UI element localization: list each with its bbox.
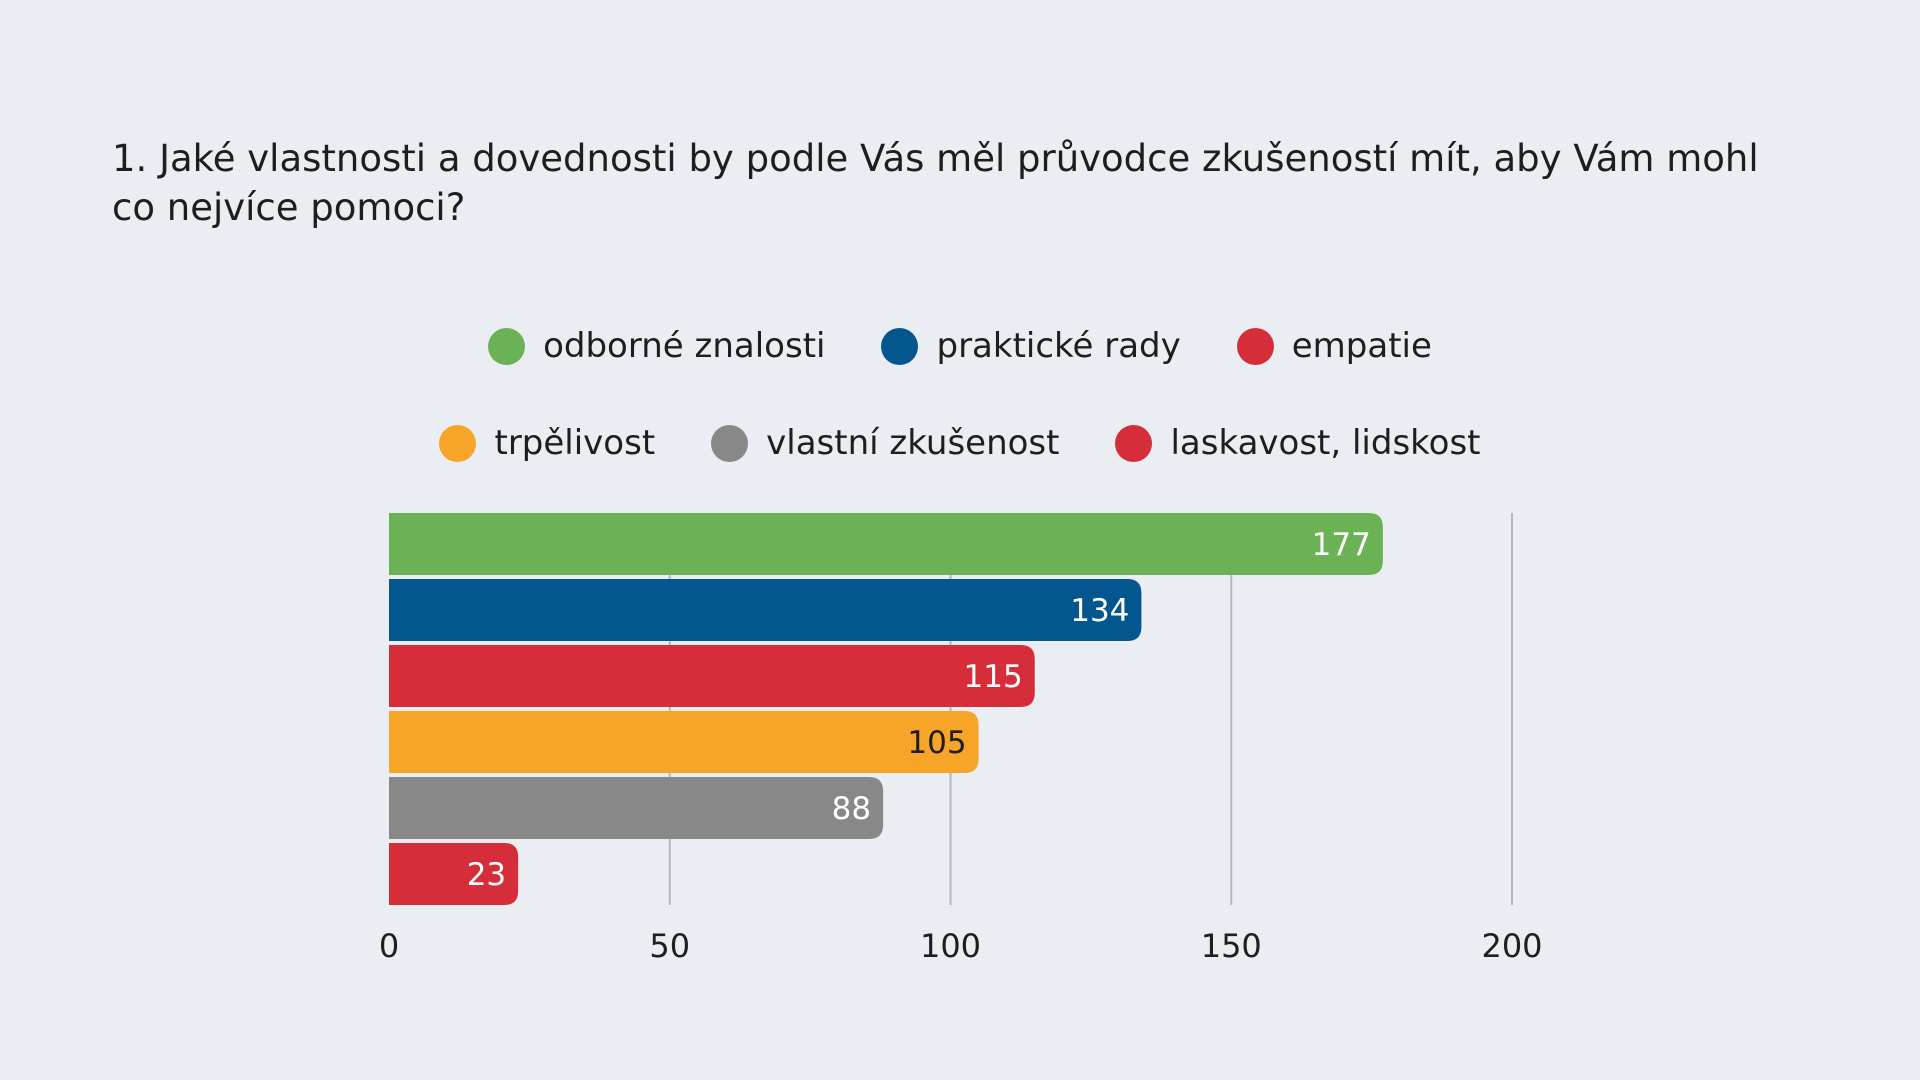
legend-item-empatie: empatie [1236, 322, 1432, 370]
legend-label: odborné znalosti [543, 326, 826, 366]
legend-swatch [881, 327, 919, 365]
legend-item-prakticke-rady: praktické rady [881, 322, 1181, 370]
x-tick-label: 150 [1201, 927, 1262, 965]
legend-item-trpelivost: trpělivost [439, 419, 655, 467]
legend-label: empatie [1291, 326, 1432, 366]
legend-swatch [1115, 424, 1153, 462]
legend-swatch [1236, 327, 1274, 365]
legend-swatch [488, 327, 526, 365]
legend-swatch [711, 424, 749, 462]
legend-item-vlastni-zkusenost: vlastní zkušenost [711, 419, 1059, 467]
bar-value-label: 177 [1312, 527, 1371, 563]
legend-label: laskavost, lidskost [1170, 423, 1481, 463]
legend-label: praktické rady [936, 326, 1181, 366]
legend-item-laskavost-lidskost: laskavost, lidskost [1115, 419, 1481, 467]
legend-row-2: trpělivost vlastní zkušenost laskavost, … [0, 419, 1920, 467]
bar [389, 843, 519, 905]
bar-value-label: 115 [964, 659, 1023, 695]
bar-value-label: 23 [467, 857, 506, 893]
bar [389, 777, 884, 839]
bar-value-label: 105 [907, 725, 966, 761]
bar [389, 645, 1035, 707]
bar-value-label: 134 [1070, 593, 1129, 629]
bar [389, 513, 1383, 575]
x-tick-label: 200 [1481, 927, 1542, 965]
legend-swatch [439, 424, 477, 462]
x-tick-label: 100 [920, 927, 981, 965]
chart-title: 1. Jaké vlastnosti a dovednosti by podle… [112, 137, 1759, 229]
legend-label: trpělivost [494, 423, 656, 463]
x-tick-label: 50 [649, 927, 690, 965]
bar [389, 711, 979, 773]
bar [389, 579, 1142, 641]
x-tick-label: 0 [379, 927, 399, 965]
legend-item-odborne-znalosti: odborné znalosti [488, 322, 825, 370]
bar-value-label: 88 [832, 791, 871, 827]
legend-label: vlastní zkušenost [766, 423, 1060, 463]
legend-row-1: odborné znalosti praktické rady empatie [0, 322, 1920, 370]
